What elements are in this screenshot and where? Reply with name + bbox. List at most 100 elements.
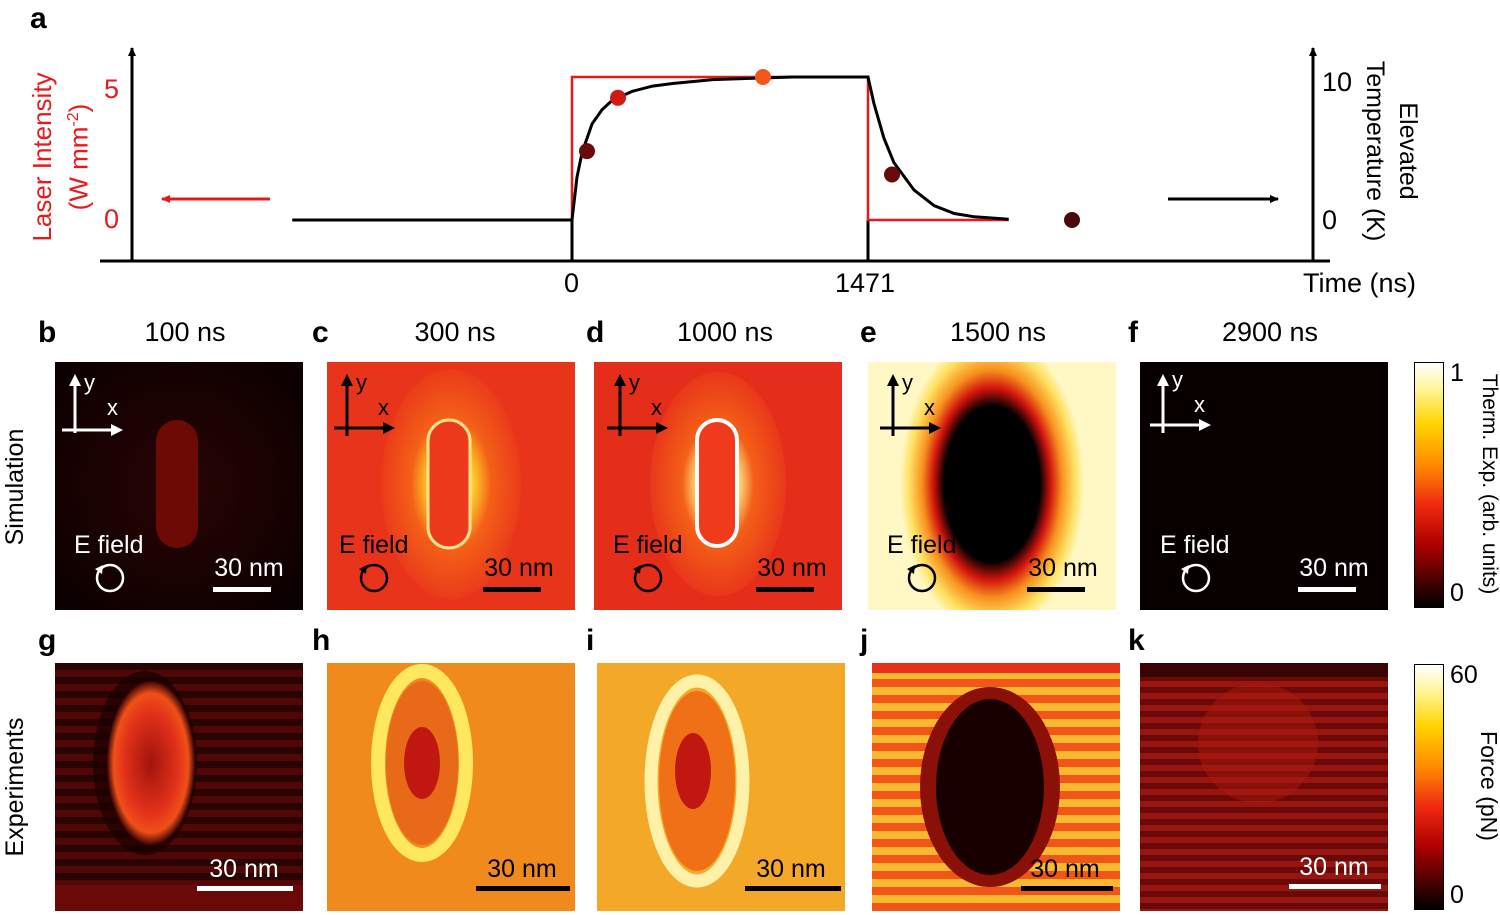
axis-y-label: y bbox=[629, 370, 640, 395]
exp-map-i bbox=[597, 663, 845, 911]
panel-title-300ns: 300 ns bbox=[414, 317, 496, 347]
time-marker-2900ns bbox=[1064, 212, 1080, 228]
scale-bar bbox=[197, 886, 293, 891]
exp-map-k bbox=[1140, 663, 1388, 911]
sim-colorbar bbox=[1414, 362, 1444, 608]
right-tick-10: 10 bbox=[1322, 67, 1353, 97]
time-trace-chart bbox=[100, 47, 1330, 263]
axis-x-label: x bbox=[924, 395, 935, 420]
temperature-series bbox=[292, 75, 1009, 222]
exp-map-g bbox=[55, 663, 303, 911]
panel-label-g: g bbox=[38, 624, 57, 657]
left-axis-label-line1: Laser Intensity bbox=[27, 72, 57, 242]
axis-x-label: x bbox=[378, 395, 389, 420]
scale-bar bbox=[1021, 886, 1113, 891]
scale-bar-label: 30 nm bbox=[1299, 853, 1369, 881]
scale-bar-label: 30 nm bbox=[484, 554, 554, 582]
nanorod-shape bbox=[695, 418, 739, 548]
right-tick-0: 0 bbox=[1322, 205, 1338, 235]
panel-title-2900ns: 2900 ns bbox=[1221, 317, 1319, 347]
left-tick-0: 0 bbox=[104, 204, 120, 234]
scale-bar-label: 30 nm bbox=[756, 855, 826, 883]
efield-label: E field bbox=[339, 531, 409, 559]
x-axis-label: Time (ns) bbox=[1303, 268, 1416, 298]
scale-bar-label: 30 nm bbox=[487, 855, 557, 883]
time-marker-1000ns bbox=[755, 69, 771, 85]
scale-bar-label: 30 nm bbox=[1028, 554, 1098, 582]
efield-label: E field bbox=[887, 531, 957, 559]
nanorod-shape bbox=[156, 420, 198, 548]
sim-colorbar-min: 0 bbox=[1450, 579, 1464, 607]
panel-label-d: d bbox=[586, 316, 605, 349]
efield-label: E field bbox=[613, 531, 683, 559]
panel-label-h: h bbox=[312, 624, 331, 657]
scale-bar bbox=[483, 587, 541, 592]
time-marker-1500ns bbox=[884, 166, 900, 183]
panel-title-1500ns: 1500 ns bbox=[949, 317, 1047, 347]
scale-bar-label: 30 nm bbox=[1030, 855, 1100, 883]
circular-polarization-icon bbox=[907, 563, 937, 593]
scale-bar bbox=[1298, 587, 1356, 592]
row-label-experiments: Experiments bbox=[1, 717, 29, 857]
exp-colorbar bbox=[1414, 664, 1444, 910]
xy-axes-icon bbox=[334, 374, 395, 436]
left-axis-label-line2: (W mm-2) bbox=[59, 82, 94, 232]
scale-bar bbox=[213, 587, 271, 592]
exp-colorbar-label: Force (pN) bbox=[1476, 731, 1500, 841]
laser-intensity-series bbox=[292, 75, 1009, 222]
circular-polarization-icon bbox=[633, 563, 663, 593]
nanorod-shape bbox=[900, 362, 1084, 610]
scale-bar bbox=[476, 886, 570, 891]
panel-title-100ns: 100 ns bbox=[144, 317, 226, 347]
row-label-simulation: Simulation bbox=[1, 428, 29, 546]
panel-label-k: k bbox=[1128, 624, 1145, 657]
panel-label-i: i bbox=[586, 624, 595, 657]
scale-bar-label: 30 nm bbox=[214, 554, 284, 582]
panel-label-f: f bbox=[1128, 316, 1138, 349]
scale-bar-label: 30 nm bbox=[209, 855, 279, 883]
axis-y-label: y bbox=[1172, 367, 1183, 392]
circular-polarization-icon bbox=[359, 563, 389, 593]
axis-y-label: y bbox=[902, 370, 913, 395]
scale-bar-label: 30 nm bbox=[757, 554, 827, 582]
time-marker-100ns bbox=[579, 143, 595, 160]
x-tick-0: 0 bbox=[564, 268, 580, 298]
axis-x-label: x bbox=[107, 395, 118, 420]
time-marker-300ns bbox=[610, 89, 626, 106]
left-axis-unit-exponent: -2 bbox=[65, 112, 82, 127]
left-axis-unit: (W mm bbox=[63, 126, 94, 211]
exp-colorbar-min: 0 bbox=[1450, 881, 1464, 909]
sim-colorbar-label: Therm. Exp. (arb. units) bbox=[1478, 373, 1500, 595]
right-axis-label-line2: Temperature (K) bbox=[1361, 60, 1389, 242]
sim-colorbar-max: 1 bbox=[1450, 359, 1464, 387]
xy-axes-icon bbox=[607, 374, 668, 436]
nanorod-shape bbox=[936, 699, 1044, 875]
panel-label-e: e bbox=[860, 316, 877, 349]
scale-bar-label: 30 nm bbox=[1299, 554, 1369, 582]
sim-map-300ns bbox=[327, 362, 575, 610]
nanorod-shape bbox=[644, 674, 750, 888]
axis-x-label: x bbox=[651, 395, 662, 420]
scale-bar bbox=[1027, 587, 1085, 592]
axis-y-label: y bbox=[84, 370, 95, 395]
panel-label-a: a bbox=[30, 2, 47, 35]
right-axis-label-line1: Elevated bbox=[1394, 102, 1422, 200]
sim-map-100ns bbox=[55, 362, 303, 610]
exp-map-j bbox=[872, 663, 1120, 911]
scale-bar bbox=[745, 886, 841, 891]
nanorod-shape bbox=[426, 418, 472, 550]
exp-colorbar-max: 60 bbox=[1450, 661, 1478, 689]
xy-axes-icon bbox=[62, 374, 123, 436]
scale-bar bbox=[1289, 884, 1381, 889]
efield-label: E field bbox=[74, 531, 144, 559]
nanorod-shape bbox=[371, 664, 473, 862]
exp-map-h bbox=[327, 663, 575, 911]
circular-polarization-icon bbox=[1181, 563, 1211, 593]
panel-title-1000ns: 1000 ns bbox=[676, 317, 774, 347]
x-tick-1471: 1471 bbox=[835, 268, 896, 298]
axis-x-label: x bbox=[1194, 392, 1205, 417]
axis-y-label: y bbox=[356, 370, 367, 395]
panel-label-b: b bbox=[38, 316, 57, 349]
sim-map-2900ns bbox=[1140, 362, 1388, 610]
circular-polarization-icon bbox=[95, 563, 125, 593]
